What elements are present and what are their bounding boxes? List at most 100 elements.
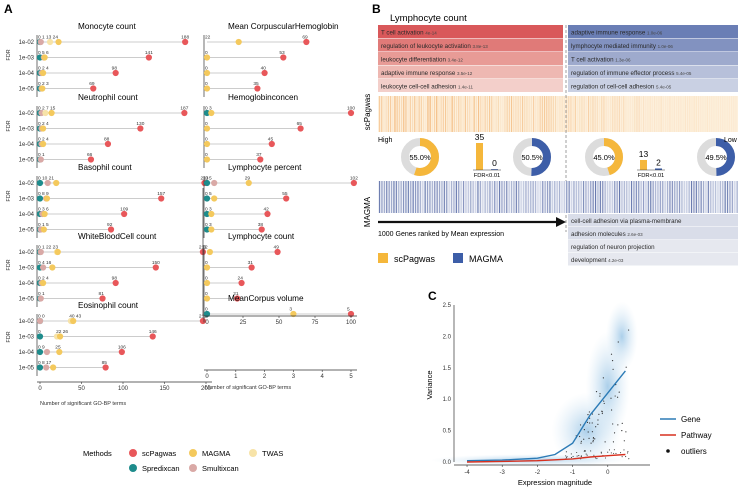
value-label: 38 bbox=[258, 222, 264, 228]
value-label: 0 2 4 bbox=[38, 137, 49, 143]
point-scpagwas bbox=[158, 195, 165, 202]
gene-stripe bbox=[460, 96, 462, 132]
point-smultixcan bbox=[37, 295, 44, 302]
gene-stripe bbox=[555, 96, 557, 132]
outlier-point bbox=[608, 449, 611, 451]
y-tick-label: 1.0 bbox=[443, 397, 452, 403]
y-tick-label: 2.5 bbox=[443, 303, 452, 309]
gene-stripe bbox=[638, 96, 640, 132]
value-label: 150 bbox=[152, 260, 160, 266]
outlier-point bbox=[587, 413, 589, 416]
gene-stripe bbox=[539, 181, 541, 213]
y-tick-label: 1e-05 bbox=[19, 228, 35, 234]
gene-stripe bbox=[570, 96, 572, 132]
outlier-point bbox=[576, 451, 578, 454]
gene-stripe bbox=[451, 96, 453, 132]
gene-stripe bbox=[700, 96, 702, 132]
go-term-box bbox=[378, 38, 563, 52]
outlier-point bbox=[627, 451, 629, 453]
fdr-label: FDR<0.01 bbox=[638, 173, 665, 179]
outlier-point bbox=[578, 455, 580, 457]
outlier-point bbox=[595, 457, 597, 459]
gene-stripe bbox=[719, 181, 721, 213]
gene-stripe bbox=[636, 96, 638, 132]
gene-stripe bbox=[736, 181, 738, 213]
gene-stripe bbox=[602, 181, 604, 213]
go-term-label: development 4.2e-03 bbox=[571, 257, 624, 264]
gene-stripe bbox=[424, 181, 426, 213]
go-term-box bbox=[568, 240, 738, 253]
gene-stripe bbox=[707, 181, 709, 213]
bar-value: 2 bbox=[656, 157, 661, 167]
outlier-point bbox=[586, 454, 588, 456]
go-term-p: 3.8e-13 bbox=[473, 44, 489, 49]
point-magma bbox=[53, 179, 60, 187]
point-scpagwas bbox=[118, 348, 125, 356]
value-label: 102 bbox=[350, 176, 358, 182]
x-tick-label: 0 bbox=[38, 386, 42, 392]
gene-stripe bbox=[680, 96, 682, 132]
x-tick-label: 2 bbox=[263, 374, 267, 380]
value-label: 0 2 4 bbox=[38, 66, 49, 72]
go-term-p: 4.2e-03 bbox=[608, 258, 624, 263]
chart-title: Lymphocyte percent bbox=[228, 163, 302, 172]
gene-stripe bbox=[523, 181, 525, 213]
value-label: 0 bbox=[205, 81, 208, 87]
gene-stripe bbox=[409, 96, 411, 132]
panel-b-title: Lymphocyte count bbox=[390, 13, 467, 24]
gene-stripe bbox=[665, 96, 667, 132]
gene-stripe bbox=[470, 181, 472, 213]
outlier-point bbox=[621, 430, 623, 432]
outlier-point bbox=[599, 395, 601, 397]
gene-stripe bbox=[513, 181, 515, 213]
gene-stripe bbox=[442, 96, 444, 132]
go-term-label: adaptive immune response 3.5e-12 bbox=[381, 70, 473, 77]
gene-stripe bbox=[671, 96, 673, 132]
point-scpagwas bbox=[257, 156, 264, 163]
point-magma bbox=[39, 279, 47, 287]
gene-stripe bbox=[660, 96, 662, 132]
gene-stripe bbox=[494, 181, 496, 213]
value-label: 0 1 bbox=[38, 152, 45, 158]
gene-stripe bbox=[623, 181, 625, 213]
outlier-point bbox=[583, 438, 585, 440]
gene-stripe bbox=[664, 181, 666, 213]
outlier-point bbox=[611, 360, 614, 362]
point-magma bbox=[56, 348, 63, 356]
gene-stripe bbox=[548, 96, 550, 132]
outlier-point bbox=[597, 423, 599, 425]
gene-stripe bbox=[640, 96, 642, 132]
bar-scpagwas bbox=[476, 143, 483, 170]
gene-stripe bbox=[479, 181, 481, 213]
gene-stripe bbox=[417, 181, 419, 213]
gene-stripe bbox=[448, 181, 450, 213]
gene-stripe bbox=[638, 181, 640, 213]
gene-stripe bbox=[443, 181, 445, 213]
gene-stripe bbox=[579, 96, 581, 132]
outlier-point bbox=[623, 449, 625, 451]
gene-stripe bbox=[504, 96, 506, 132]
gene-stripe bbox=[475, 96, 477, 132]
point-magma bbox=[208, 210, 215, 218]
point-scpagwas bbox=[347, 109, 355, 117]
gene-stripe bbox=[590, 181, 592, 213]
gene-stripe bbox=[500, 96, 502, 132]
gene-stripe bbox=[478, 96, 480, 132]
outlier-point bbox=[610, 353, 613, 355]
gene-stripe bbox=[524, 96, 526, 132]
gene-stripe bbox=[484, 96, 486, 132]
outlier-point bbox=[615, 452, 617, 455]
outlier-point bbox=[597, 419, 599, 421]
point-smultixcan bbox=[37, 38, 44, 46]
outlier-point bbox=[594, 438, 596, 440]
gene-stripe bbox=[626, 181, 628, 213]
go-term-box bbox=[378, 52, 563, 65]
gene-stripe bbox=[480, 96, 482, 132]
point-spredixcan bbox=[36, 364, 44, 371]
gene-stripe bbox=[712, 181, 714, 213]
point-magma bbox=[203, 279, 211, 287]
gene-stripe bbox=[398, 96, 400, 132]
go-chart: Monocyte count 1e-020 1 13 24 188 1e-030 5 … bbox=[19, 22, 189, 97]
